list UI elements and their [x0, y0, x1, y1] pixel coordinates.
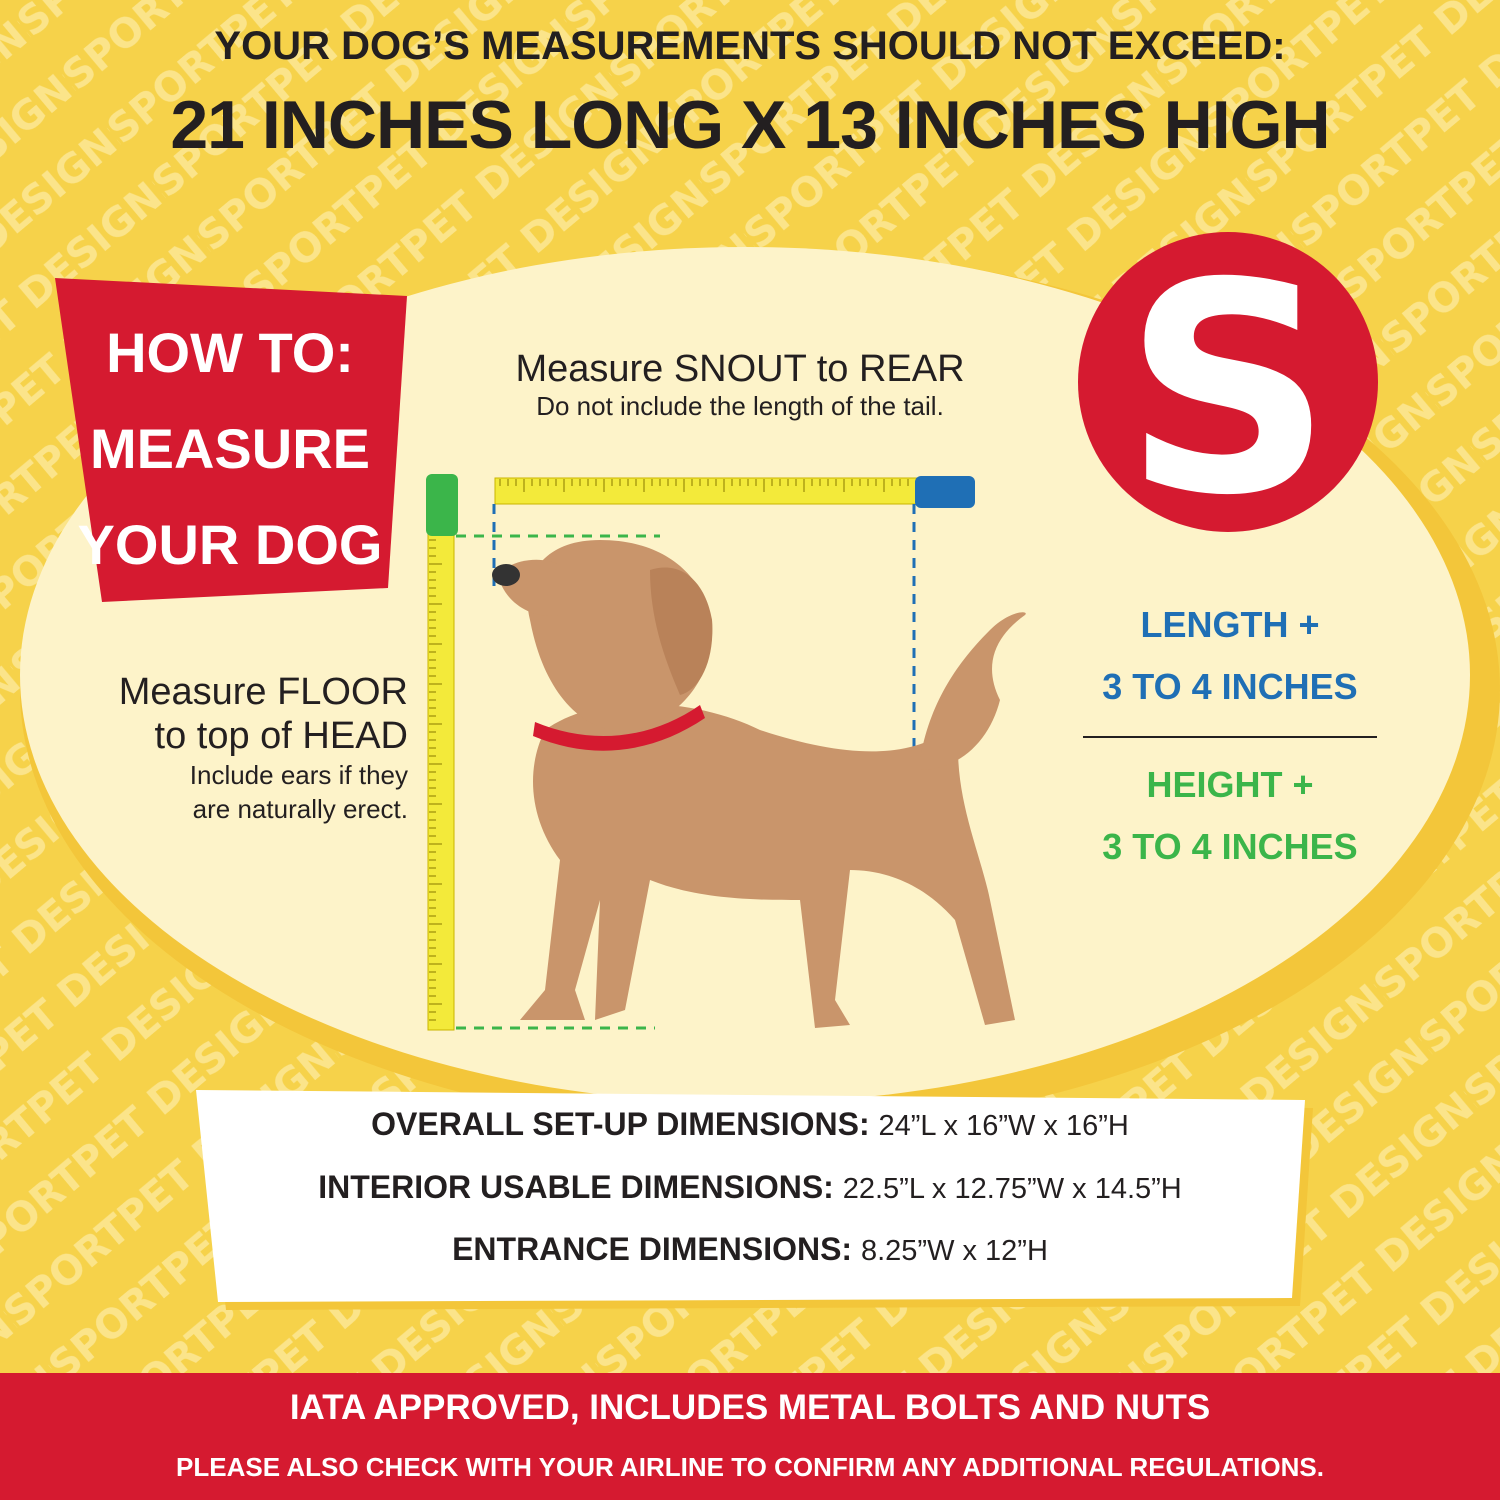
height-instruction-note: Include ears if they [189, 760, 408, 790]
logo-s: S [1124, 222, 1333, 559]
tape-ticks [429, 479, 909, 1021]
length-allowance-label: LENGTH + [1140, 604, 1320, 645]
dimension-row: ENTRANCE DIMENSIONS: 8.25”W x 12”H [200, 1231, 1300, 1268]
logo-circle [1078, 232, 1378, 532]
dimension-value: 8.25”W x 12”H [860, 1235, 1048, 1267]
dims-box [196, 1090, 1305, 1302]
footer-band [0, 1373, 1500, 1500]
dimension-value: 24”L x 16”W x 16”H [878, 1110, 1129, 1142]
dimension-label: OVERALL SET-UP DIMENSIONS: [371, 1106, 870, 1142]
divider [1083, 736, 1377, 738]
length-instruction: Measure SNOUT to REAR Do not include the… [440, 348, 1040, 422]
length-allowance-value: 3 TO 4 INCHES [1102, 666, 1358, 707]
dimension-row: OVERALL SET-UP DIMENSIONS: 24”L x 16”W x… [200, 1106, 1300, 1143]
howto-line: HOW TO: [106, 321, 354, 384]
dimension-label: ENTRANCE DIMENSIONS: [452, 1231, 853, 1267]
height-instruction-note: are naturally erect. [192, 794, 408, 824]
howto-line: YOUR DOG [77, 513, 383, 576]
footer-line1: IATA APPROVED, INCLUDES METAL BOLTS AND … [289, 1388, 1211, 1427]
dimension-label: INTERIOR USABLE DIMENSIONS: [318, 1169, 834, 1205]
height-allowance: HEIGHT + 3 TO 4 INCHES [1080, 754, 1380, 878]
height-instruction-title: Measure FLOOR [118, 671, 408, 713]
height-instruction-title: to top of HEAD [154, 715, 408, 757]
height-allowance-value: 3 TO 4 INCHES [1102, 826, 1358, 867]
length-instruction-title: Measure SNOUT to REAR [515, 348, 965, 390]
height-tape [427, 531, 455, 1031]
howto-line: MEASURE [89, 417, 371, 480]
footer-line2: PLEASE ALSO CHECK WITH YOUR AIRLINE TO C… [176, 1452, 1324, 1482]
tape-end-blue [915, 476, 975, 508]
header-line2: 21 INCHES LONG X 13 INCHES HIGH [170, 87, 1330, 163]
howto-title: HOW TO: MEASURE YOUR DOG [65, 305, 395, 593]
dimension-row: INTERIOR USABLE DIMENSIONS: 22.5”L x 12.… [200, 1169, 1300, 1206]
height-allowance-label: HEIGHT + [1146, 764, 1314, 805]
length-instruction-note: Do not include the length of the tail. [536, 391, 944, 421]
height-instruction: Measure FLOOR to top of HEAD Include ear… [60, 670, 408, 826]
header-line1: YOUR DOG’S MEASUREMENTS SHOULD NOT EXCEE… [214, 24, 1286, 68]
howto-banner [55, 278, 407, 602]
dimension-value: 22.5”L x 12.75”W x 14.5”H [842, 1173, 1182, 1205]
length-allowance: LENGTH + 3 TO 4 INCHES [1080, 594, 1380, 718]
dog-illustration [492, 540, 1026, 1028]
tape-end-green [426, 474, 458, 536]
